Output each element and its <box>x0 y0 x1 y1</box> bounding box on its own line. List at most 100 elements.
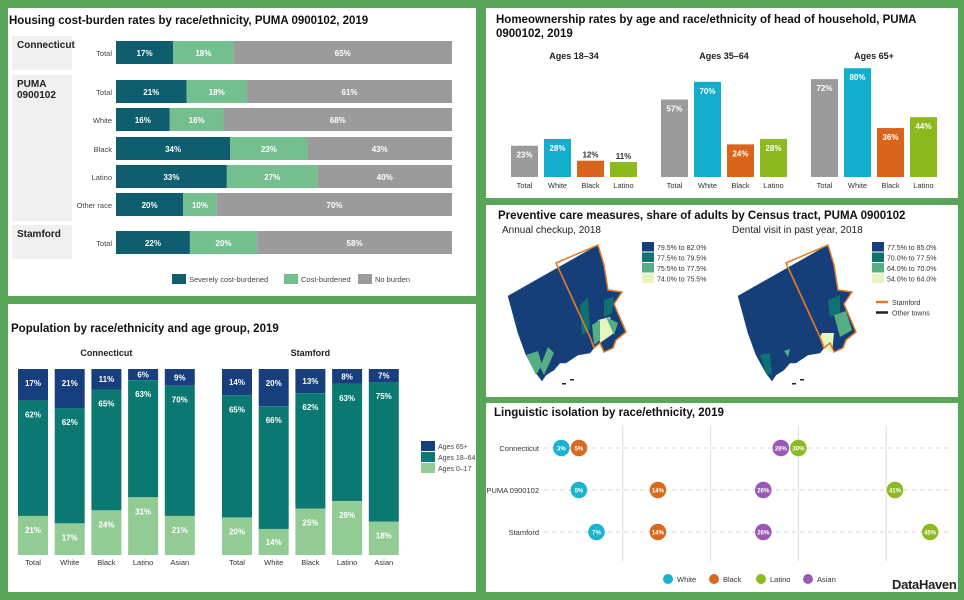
bar <box>877 128 904 177</box>
bar <box>610 162 637 177</box>
data-label: 17% <box>137 49 153 58</box>
legend-label: Black <box>723 575 742 584</box>
data-label: 14% <box>229 378 245 387</box>
bar <box>760 138 787 177</box>
data-label: 72% <box>816 84 832 93</box>
category-label: White <box>264 558 283 567</box>
map-1: 79.5% to 82.0% 77.5% to 79.5% 75.5% to 77.… <box>507 242 706 385</box>
legend-swatch <box>358 274 372 284</box>
bar-segment <box>18 515 48 555</box>
data-label: 6% <box>137 371 149 380</box>
tract <box>834 311 852 337</box>
data-label: 70% <box>172 396 188 405</box>
bar-segment <box>230 137 308 160</box>
dot <box>886 481 904 499</box>
dot-label: 5% <box>575 447 584 453</box>
tract <box>526 351 542 375</box>
data-label: 20% <box>229 527 245 536</box>
town-boundary <box>785 262 825 349</box>
bar-segment <box>317 165 452 188</box>
preventive-maps: 79.5% to 82.0% 77.5% to 79.5% 75.5% to 77.… <box>507 242 936 385</box>
category-label: White <box>60 558 79 567</box>
bar-segment <box>116 193 184 216</box>
island <box>792 383 796 385</box>
bar-segment <box>222 395 252 518</box>
category-label: Latino <box>337 558 357 567</box>
group-box <box>12 36 72 70</box>
data-label: 14% <box>266 538 282 547</box>
data-label: 18% <box>376 532 392 541</box>
data-label: 20% <box>266 379 282 388</box>
bar-segment <box>233 41 452 64</box>
bar-segment <box>128 380 159 498</box>
data-label: 58% <box>347 239 363 248</box>
bar-segment <box>128 369 159 381</box>
data-label: 62% <box>302 403 318 412</box>
bar-segment <box>186 80 248 103</box>
bar <box>694 81 721 177</box>
bar-segment <box>368 369 399 383</box>
map2-title: Dental visit in past year, 2018 <box>732 225 863 236</box>
data-label: 62% <box>25 411 41 420</box>
bar-segment <box>247 80 452 103</box>
panel-title: Ages 35–64 <box>699 51 749 61</box>
tract <box>820 333 834 353</box>
bar-segment <box>216 193 452 216</box>
map-2: 77.5% to 85.0% 70.0% to 77.5% 64.0% to 70.… <box>737 242 936 385</box>
legend-swatch <box>872 242 884 252</box>
panel-title: Connecticut <box>80 348 132 358</box>
linguistic-panel: Linguistic isolation by race/ethnicity, … <box>486 403 958 592</box>
legend-swatch <box>872 263 884 273</box>
dot <box>553 439 570 457</box>
legend-swatch <box>284 274 298 284</box>
dot <box>772 439 790 457</box>
data-label: 62% <box>62 418 78 427</box>
category-label: White <box>848 181 867 190</box>
legend-swatch <box>421 463 435 473</box>
bar-segment <box>54 408 85 524</box>
row-label: White <box>93 116 112 125</box>
category-label: Black <box>731 181 750 190</box>
row-label: Other race <box>77 201 112 210</box>
legend-label: 74.0% to 75.5% <box>657 277 706 284</box>
legend-label: Latino <box>770 575 790 584</box>
preventive-panel: Preventive care measures, share of adult… <box>486 205 958 397</box>
bar <box>844 68 871 177</box>
bar-segment <box>258 406 289 529</box>
data-label: 8% <box>341 372 353 381</box>
population-chart: Connecticut 17% 62% 21% Total 21% 62% 17% White 1… <box>18 348 475 567</box>
data-label: 10% <box>192 201 208 210</box>
tract <box>580 297 590 335</box>
preventive-title: Preventive care measures, share of adult… <box>498 210 906 222</box>
legend-label: Asian <box>817 575 836 584</box>
dot-label: 45% <box>924 531 937 537</box>
row-label: Connecticut <box>499 444 540 453</box>
legend-label: Ages 18–64 <box>438 455 475 462</box>
category-label: Total <box>229 558 245 567</box>
data-label: 21% <box>172 526 188 535</box>
data-label: 68% <box>330 116 346 125</box>
data-label: 20% <box>216 239 232 248</box>
data-label: 21% <box>62 379 78 388</box>
bar-segment <box>189 231 258 254</box>
dot <box>921 523 939 541</box>
data-label: 27% <box>264 173 280 182</box>
group-label: PUMA <box>17 79 46 90</box>
data-label: 24% <box>98 520 114 529</box>
island <box>562 383 566 385</box>
bar-segment <box>116 41 174 64</box>
bar <box>811 79 838 177</box>
bar-segment <box>54 523 85 555</box>
data-label: 65% <box>335 49 351 58</box>
legend-swatch <box>642 263 654 273</box>
population-panel: Population by race/ethnicity and age gro… <box>8 304 476 592</box>
legend-swatch <box>709 574 719 584</box>
dot <box>649 481 667 499</box>
group-label: 0900102 <box>17 90 56 101</box>
homeownership-title-line2: 0900102, 2019 <box>496 28 573 40</box>
stamford-boundary <box>554 243 627 353</box>
panel-title: Stamford <box>291 348 331 358</box>
legend-label: 54.0% to 64.0% <box>887 277 936 284</box>
panel-title: Ages 18–34 <box>549 51 599 61</box>
legend-label: White <box>677 575 696 584</box>
